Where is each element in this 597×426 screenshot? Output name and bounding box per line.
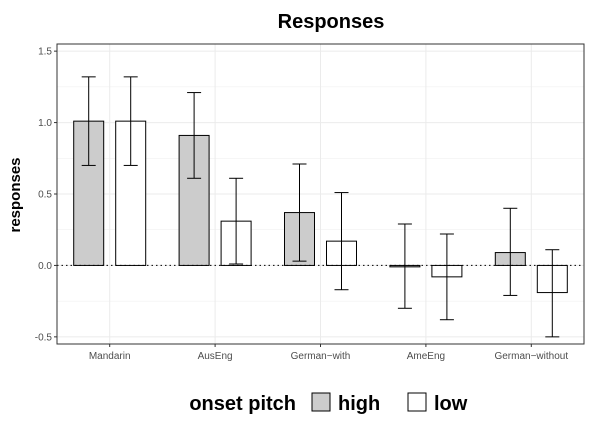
y-tick-label: 0.0 (38, 261, 52, 272)
legend-key-high (311, 392, 331, 412)
error-bars (81, 76, 560, 338)
y-axis-label: responses (7, 157, 24, 232)
y-tick-label: -0.5 (35, 332, 53, 343)
y-tick-label: 0.5 (38, 190, 52, 201)
x-tick-label: Mandarin (89, 351, 131, 362)
y-axis-ticks: -0.5 0.0 0.5 1.0 1.5 (35, 47, 57, 343)
chart-title: Responses (278, 11, 385, 33)
legend-label-high: high (338, 393, 380, 415)
x-tick-label: AusEng (198, 351, 233, 362)
x-axis-ticks: Mandarin AusEng German−with AmeEng German−wi… (89, 344, 568, 362)
legend-title: onset pitch (189, 393, 296, 415)
x-tick-label: German−without (494, 351, 568, 362)
y-tick-label: 1.5 (38, 47, 52, 58)
bars (73, 120, 568, 294)
x-tick-label: German−with (291, 351, 351, 362)
legend-key-low (407, 392, 427, 412)
legend-label-low: low (434, 393, 468, 415)
legend: onset pitch high low (189, 392, 468, 415)
x-tick-label: AmeEng (407, 351, 445, 362)
y-tick-label: 1.0 (38, 118, 52, 129)
